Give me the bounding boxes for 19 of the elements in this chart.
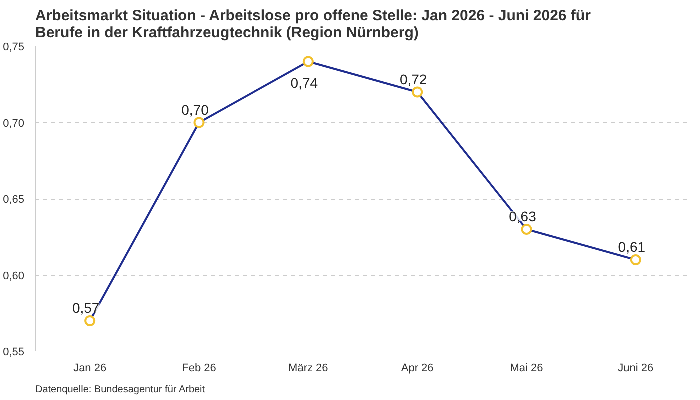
- y-tick-label: 0,75: [3, 42, 25, 54]
- text: Datenquelle: Bundesagentur für Arbeit: [36, 384, 206, 396]
- data-label: 0,61: [618, 239, 646, 255]
- y-tick-label: 0,55: [3, 346, 25, 358]
- x-tick-label: März 26: [288, 362, 328, 374]
- x-tick-label: Mai 26: [510, 362, 544, 374]
- x-tick-label: Feb 26: [182, 362, 216, 374]
- x-tick-label: Jan 26: [74, 362, 107, 374]
- y-tick-label: 0,60: [3, 270, 25, 282]
- data-label: 0,74: [290, 74, 318, 91]
- x-tick-label: Apr 26: [401, 362, 434, 374]
- x-tick-label: Juni 26: [618, 362, 654, 374]
- y-tick-label: 0,65: [3, 194, 25, 206]
- chart-title: Arbeitsmarkt Situation - Arbeitslose pro offene Stelle: Jan 2026 - Juni 2026 für Berufe in der Kraftfahrzeugtechnik (Region Nürnberg): [36, 8, 592, 42]
- data-label: 0,63: [509, 208, 537, 224]
- data-label: 0,57: [72, 300, 100, 316]
- data-label: 0,70: [182, 102, 210, 118]
- y-tick-label: 0,70: [3, 118, 25, 130]
- data-label: 0,72: [400, 71, 428, 88]
